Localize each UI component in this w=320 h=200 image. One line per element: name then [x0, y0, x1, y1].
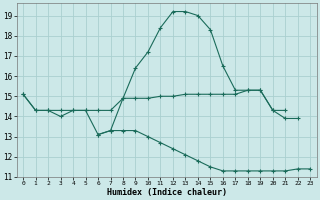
X-axis label: Humidex (Indice chaleur): Humidex (Indice chaleur): [107, 188, 227, 197]
